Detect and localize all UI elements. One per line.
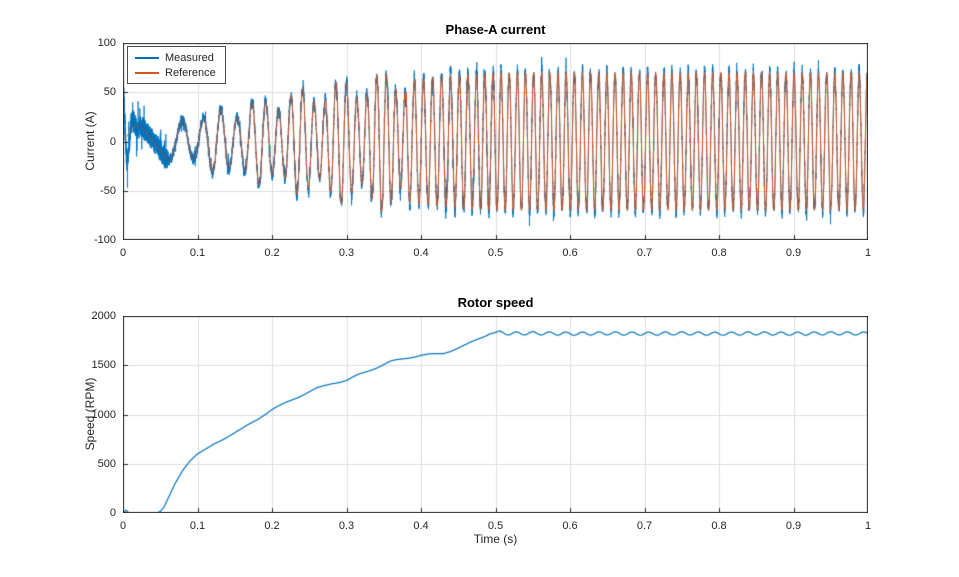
x-tick-label: 0.4 (413, 520, 429, 532)
x-tick-label: 0.5 (487, 247, 504, 259)
x-tick-label: 0.3 (338, 520, 355, 532)
x-tick-label: 0.9 (785, 520, 802, 532)
chart-title-rotor-speed: Rotor speed (457, 295, 534, 310)
x-tick-label: 0.7 (636, 520, 653, 532)
legend-label-reference: Reference (165, 66, 216, 79)
y-tick-label: 100 (97, 37, 116, 49)
y-tick-label: 500 (97, 457, 116, 470)
legend-item-measured: Measured (135, 51, 216, 64)
x-tick-label: 0.7 (636, 247, 653, 259)
x-tick-label: 0.8 (711, 247, 727, 259)
x-tick-label: 0.2 (264, 520, 280, 532)
x-tick-label: 0.6 (562, 520, 578, 532)
chart-title-phase-a-current: Phase-A current (445, 22, 546, 37)
x-tick-label: 0.5 (487, 520, 504, 532)
legend-label-measured: Measured (165, 51, 214, 64)
x-tick-label: 0 (119, 520, 127, 532)
plot-area-speed (123, 316, 868, 513)
x-tick-label: 0.9 (785, 247, 802, 259)
x-tick-label: 1 (864, 247, 872, 259)
legend-line-measured-icon (135, 56, 159, 59)
speed-plot-canvas (123, 316, 868, 513)
x-tick-label: 0.1 (189, 520, 206, 532)
plot-area-current: Measured Reference (123, 43, 868, 240)
x-tick-label: 0.3 (338, 247, 355, 259)
x-tick-label: 0.8 (711, 520, 727, 532)
x-axis-label-time: Time (s) (473, 532, 518, 546)
x-tick-label: 0.6 (562, 247, 578, 259)
x-tick-label: 0 (119, 247, 127, 259)
legend-item-reference: Reference (135, 66, 216, 79)
legend-line-reference-icon (135, 71, 159, 74)
x-tick-label: 0.4 (413, 247, 429, 259)
current-plot-canvas (123, 43, 868, 240)
y-tick-label: 1500 (91, 359, 116, 372)
y-tick-label: -100 (93, 234, 116, 246)
y-tick-label: -50 (100, 184, 116, 197)
y-tick-label: 2000 (91, 310, 116, 322)
x-tick-label: 1 (864, 520, 872, 532)
y-tick-label: 0 (109, 135, 116, 148)
x-tick-label: 0.2 (264, 247, 280, 259)
x-tick-label: 0.1 (189, 247, 206, 259)
y-tick-label: 1000 (91, 408, 116, 421)
y-tick-label: 50 (103, 86, 116, 99)
y-tick-label: 0 (109, 507, 116, 519)
legend: Measured Reference (127, 46, 226, 84)
